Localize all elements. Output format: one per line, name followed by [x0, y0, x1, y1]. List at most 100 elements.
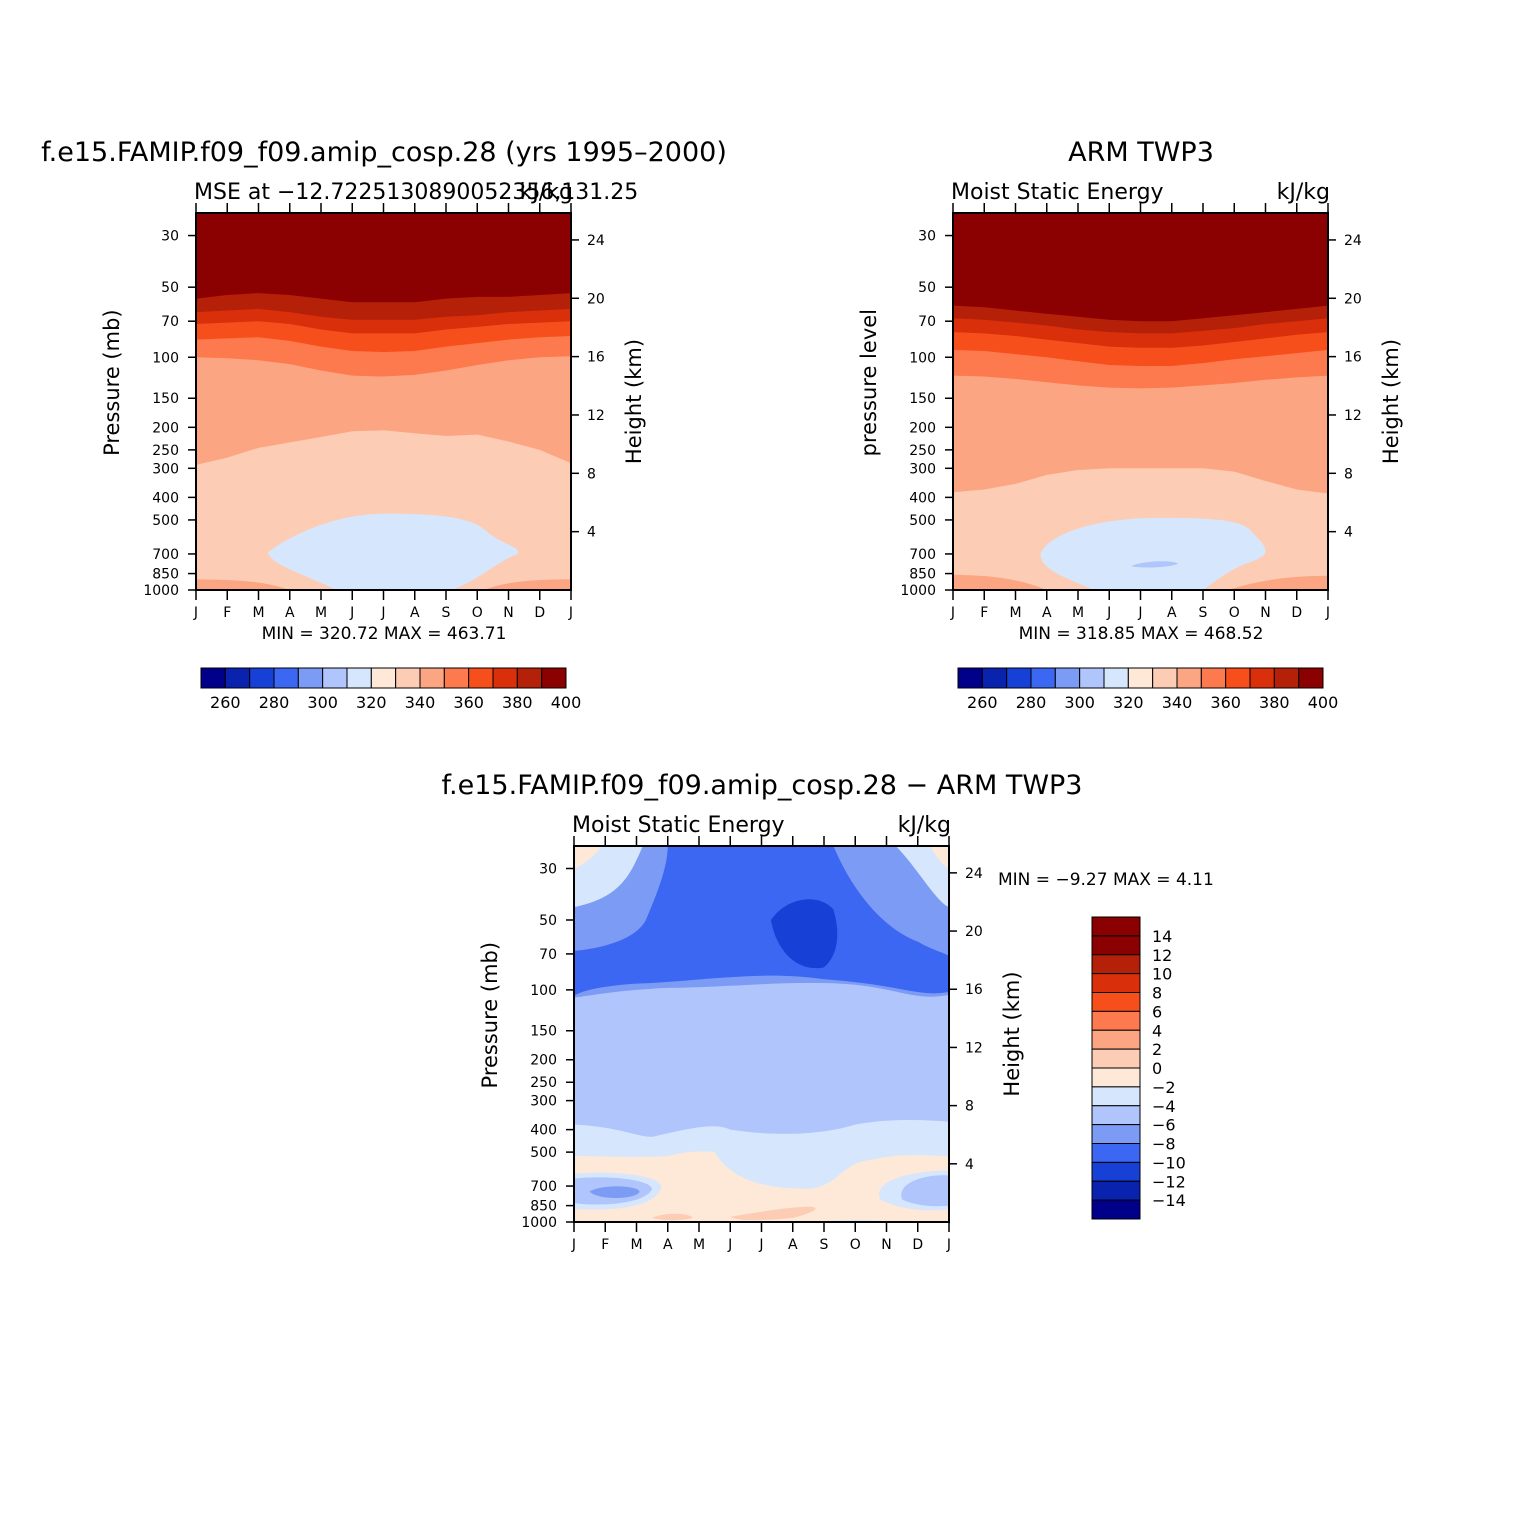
x-tick-label: J [380, 605, 385, 621]
x-tick-label: D [534, 605, 545, 621]
band-minus6 [589, 1186, 640, 1199]
colorbar-cell [1249, 667, 1275, 689]
colorbar-cell [1091, 1143, 1141, 1163]
y-tick-label: 1000 [143, 583, 179, 599]
band-zero [574, 846, 603, 869]
left-subtitle: Moist Static Energy [951, 180, 1164, 205]
y-right-tick-label: 24 [965, 866, 983, 882]
colorbar-cell [1152, 667, 1178, 689]
left-subtitle: MSE at −12.7225130890052356,131.25 [194, 180, 638, 205]
colorbar-label: 380 [502, 693, 533, 712]
y-right-tick-label: 8 [587, 466, 596, 482]
y-axis-label: pressure level [857, 309, 881, 456]
y-right-tick-label: 4 [587, 525, 596, 541]
colorbar-cell [1091, 1086, 1141, 1107]
x-tick-label: S [1199, 605, 1208, 621]
x-tick-label: F [223, 605, 231, 621]
y-tick-label: 200 [909, 420, 936, 436]
colorbar-label: 8 [1152, 984, 1162, 1003]
x-tick-label: J [349, 605, 354, 621]
colorbar-cell [1298, 667, 1324, 689]
colorbar-label: 340 [1162, 693, 1193, 712]
surface-band [483, 579, 571, 590]
y-right-tick-label: 20 [965, 924, 983, 940]
y-tick-label: 700 [530, 1179, 557, 1195]
contour-band [953, 213, 1328, 322]
x-tick-label: M [630, 1237, 642, 1253]
y-right-tick-label: 16 [965, 982, 983, 998]
colorbar-cell [468, 667, 494, 689]
y-axis-label: Pressure (mb) [100, 309, 124, 456]
right-subtitle: kJ/kg [520, 180, 573, 205]
colorbar-cell [1006, 667, 1032, 689]
colorbar-label: −12 [1152, 1172, 1186, 1191]
y-tick-label: 30 [539, 861, 557, 877]
y-right-tick-label: 8 [1344, 466, 1353, 482]
y-tick-label: 700 [909, 547, 936, 563]
panel-title: ARM TWP3 [1068, 137, 1214, 168]
y-right-tick-label: 24 [1344, 233, 1362, 249]
colorbar-label: 340 [405, 693, 436, 712]
y-tick-label: 400 [152, 490, 179, 506]
panel-title: f.e15.FAMIP.f09_f09.amip_cosp.28 − ARM T… [442, 770, 1083, 801]
colorbar-cell [981, 667, 1008, 689]
y-axis-label: Pressure (mb) [478, 942, 502, 1089]
colorbar-cell [541, 667, 567, 689]
y-tick-label: 850 [909, 567, 936, 583]
colorbar-label: 360 [453, 693, 484, 712]
colorbar-cell [224, 667, 251, 689]
x-tick-label: M [1009, 605, 1021, 621]
left-subtitle: Moist Static Energy [572, 813, 785, 838]
y-tick-label: 30 [918, 229, 936, 245]
y-tick-label: 70 [161, 314, 179, 330]
x-tick-label: N [503, 605, 513, 621]
colorbar-cell [1030, 667, 1056, 689]
y-tick-label: 100 [152, 350, 179, 366]
min-max-stats: MIN = 320.72 MAX = 463.71 [262, 624, 507, 644]
x-tick-label: J [1325, 605, 1330, 621]
colorbar-cell [1091, 935, 1141, 956]
y-right-tick-label: 12 [965, 1040, 983, 1056]
colorbar-cell [1200, 667, 1227, 689]
right-subtitle: kJ/kg [1277, 180, 1330, 205]
colorbar-label: 10 [1152, 965, 1172, 984]
panel-difference: J F M A M J J A S O N D J305070100150200250300400500… [442, 770, 1214, 1253]
y-tick-label: 1000 [521, 1215, 557, 1231]
colorbar-label: 280 [1016, 693, 1047, 712]
y-right-tick-label: 12 [1344, 408, 1362, 424]
x-tick-label: A [663, 1237, 673, 1253]
y-tick-label: 70 [918, 314, 936, 330]
x-tick-label: J [193, 605, 198, 621]
colorbar-cell [492, 667, 518, 689]
x-tick-label: A [1042, 605, 1052, 621]
y-tick-label: 300 [530, 1094, 557, 1110]
colorbar-cell [249, 667, 275, 689]
x-tick-label: A [1167, 605, 1177, 621]
colorbar-cell [322, 667, 348, 689]
x-tick-label: J [950, 605, 955, 621]
colorbar-cell [1079, 667, 1105, 689]
surface-band [196, 579, 290, 590]
panel-title: f.e15.FAMIP.f09_f09.amip_cosp.28 (yrs 19… [41, 137, 727, 168]
colorbar-cell [419, 667, 445, 689]
cold-pool [267, 513, 519, 590]
colorbar-cell [1091, 954, 1141, 975]
colorbar-label: −6 [1152, 1116, 1176, 1135]
y-tick-label: 500 [152, 513, 179, 529]
colorbar-label: 4 [1152, 1021, 1162, 1040]
y-right-tick-label: 16 [587, 350, 605, 366]
colorbar-cell [1091, 1105, 1141, 1126]
band-plus2 [730, 1206, 816, 1221]
colorbar-label: −10 [1152, 1153, 1186, 1172]
band-minus10 [770, 899, 838, 969]
colorbar-label: 260 [967, 693, 998, 712]
x-tick-label: O [850, 1237, 861, 1253]
band-zero [930, 846, 949, 869]
colorbar-label: 14 [1152, 927, 1172, 946]
colorbar-cell [1127, 667, 1154, 689]
colorbar-label: 280 [259, 693, 290, 712]
colorbar-cell [1091, 1010, 1141, 1031]
y-right-tick-label: 4 [1344, 525, 1353, 541]
colorbar-cell [957, 667, 983, 689]
